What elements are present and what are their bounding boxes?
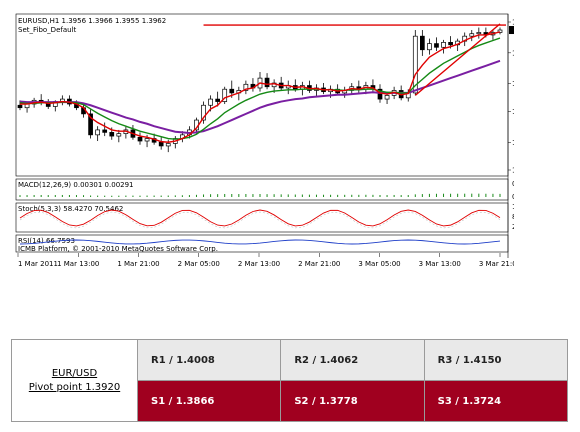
chart-svg: EURUSD,H1 1.3956 1.3966 1.3955 1.3962Set… — [15, 13, 514, 268]
s3-cell: S3 / 1.3724 — [423, 380, 569, 422]
forex-chart: EURUSD,H1 1.3956 1.3966 1.3955 1.3962 Set… — [14, 12, 514, 274]
s1-cell: S1 / 1.3866 — [136, 380, 282, 422]
time-tick-label: 3 Mar 13:00 — [419, 260, 461, 268]
r3-cell: R3 / 1.4150 — [423, 339, 569, 381]
candle-body — [377, 88, 383, 100]
support-row: S1 / 1.3866 S2 / 1.3778 S3 / 1.3724 — [12, 380, 569, 422]
price-tick-label: 1.3875 — [512, 80, 514, 88]
s2-cell: S2 / 1.3778 — [280, 380, 425, 422]
macd-scale-top: 0.00337 — [512, 180, 514, 188]
candle-body — [441, 42, 446, 48]
candle-body — [412, 35, 418, 94]
pair-cell: EUR/USD Pivot point 1.3920 — [11, 339, 138, 422]
candle-body — [215, 98, 220, 102]
candle-body — [116, 133, 122, 137]
candle-body — [384, 95, 390, 100]
current-price-badge — [509, 26, 514, 35]
time-tick-label: 3 Mar 21:00 — [479, 260, 514, 268]
resistance-row: EUR/USD Pivot point 1.3920 R1 / 1.4008 R… — [11, 339, 569, 422]
rsi-line — [19, 239, 501, 245]
current-price-label: 1.3962 — [511, 27, 514, 35]
candle-body — [264, 77, 270, 88]
stoch-scale-label: 80 — [512, 213, 514, 221]
chart-header-indicator: Set_Fibo_Default — [18, 26, 77, 34]
price-tick-label: 1.3925 — [512, 49, 514, 57]
time-tick-label: 2 Mar 13:00 — [238, 260, 280, 268]
candle-body — [476, 32, 482, 35]
time-tick-label: 1 Mar 13:00 — [57, 260, 99, 268]
trend-line — [414, 23, 501, 96]
chart-header-symbol: EURUSD,H1 1.3956 1.3966 1.3955 1.3962 — [18, 17, 166, 25]
copyright-label: ICMB Platform, © 2001-2010 MetaQuotes So… — [18, 245, 218, 253]
candle-body — [427, 43, 432, 51]
time-tick-label: 3 Mar 05:00 — [358, 260, 400, 268]
candle-body — [144, 138, 150, 142]
candle-body — [222, 88, 228, 102]
stoch-label: Stoch(5,3,3) 58.4270 70.5462 — [18, 205, 123, 213]
price-tick-label: 1.3735 — [512, 167, 514, 175]
candle-body — [88, 113, 93, 136]
candle-body — [102, 129, 108, 133]
macd-scale-bottom: 0.00 — [512, 193, 514, 201]
r1-cell: R1 / 1.4008 — [136, 339, 282, 381]
ma-mid-line — [19, 37, 501, 140]
time-tick-label: 2 Mar 05:00 — [178, 260, 220, 268]
ma-slow-line — [19, 59, 501, 135]
candle-body — [208, 98, 213, 106]
macd-label: MACD(12,26,9) 0.00301 0.00291 — [18, 181, 134, 189]
price-tick-label: 1.3830 — [512, 108, 514, 116]
pair-label[interactable]: EUR/USD — [51, 367, 98, 379]
candle-body — [158, 141, 164, 147]
r2-cell: R2 / 1.4062 — [280, 339, 425, 381]
price-tick-label: 1.3975 — [512, 19, 514, 27]
ma-fast-line — [20, 31, 501, 143]
pivot-label[interactable]: Pivot point 1.3920 — [28, 381, 121, 393]
candle-body — [109, 132, 115, 137]
candle-body — [201, 104, 206, 121]
price-tick-label: 1.3780 — [512, 139, 514, 147]
candle-body — [95, 129, 100, 136]
time-tick-label: 1 Mar 2011 — [18, 260, 58, 268]
candle-body — [165, 143, 171, 147]
candle-body — [229, 88, 235, 94]
stoch-scale-label: 20 — [512, 223, 514, 231]
candle-body — [469, 33, 475, 37]
time-tick-label: 2 Mar 21:00 — [298, 260, 340, 268]
stoch-main-line — [19, 209, 501, 227]
time-tick-label: 1 Mar 21:00 — [117, 260, 159, 268]
stoch-scale-label: 100 — [512, 203, 514, 211]
panel-frame-0 — [15, 13, 509, 177]
pivot-table: EUR/USD Pivot point 1.3920 R1 / 1.4008 R… — [11, 339, 569, 422]
candle-body — [420, 35, 425, 51]
candle-body — [448, 42, 453, 46]
stoch-signal-line — [19, 211, 501, 229]
candle-body — [434, 43, 439, 48]
rsi-label: RSI(14) 66.7593 — [18, 237, 75, 245]
candle-body — [137, 136, 143, 142]
candle-body — [17, 104, 23, 109]
candle-body — [243, 83, 249, 91]
